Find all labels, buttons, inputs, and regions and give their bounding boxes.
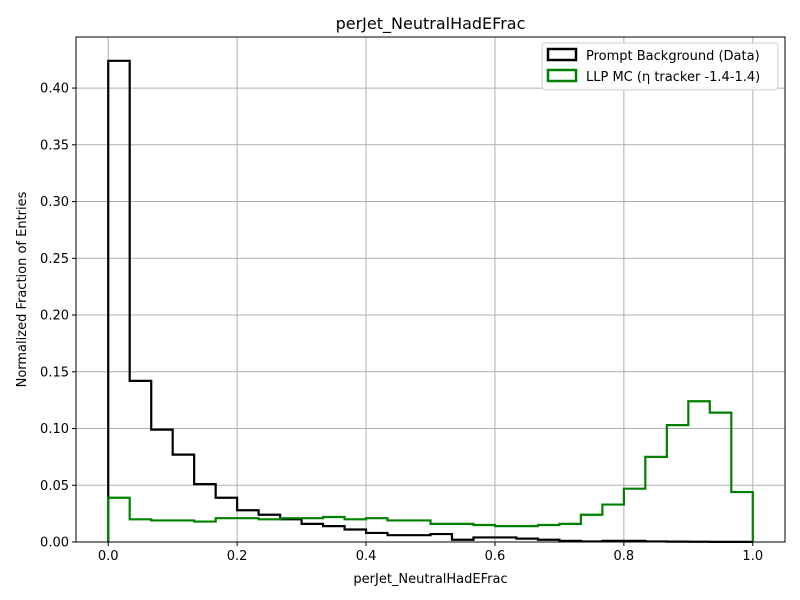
legend-label-prompt-background: Prompt Background (Data) — [586, 49, 760, 64]
y-axis-ticks: 0.00 0.05 0.10 0.15 0.20 0.25 0.30 0.35 0.40 — [40, 82, 76, 551]
histogram-bin — [409, 520, 430, 542]
y-tick-label: 0.35 — [40, 138, 69, 153]
histogram-bin — [538, 525, 559, 542]
histogram-bin — [516, 526, 538, 542]
legend: Prompt Background (Data) LLP MC (η track… — [541, 42, 779, 91]
histogram-bin — [151, 520, 172, 542]
histogram-bin — [667, 425, 688, 542]
histogram-bin — [194, 522, 216, 542]
legend-label-llp-mc: LLP MC (η tracker -1.4-1.4) — [586, 70, 760, 85]
series-llp-mc — [107, 400, 754, 542]
histogram-bin — [130, 519, 152, 542]
series-layer — [107, 59, 754, 543]
x-tick-label: 0.4 — [356, 549, 377, 564]
y-tick-label: 0.05 — [40, 479, 69, 494]
histogram-bin — [345, 519, 366, 542]
histogram-step-line — [107, 59, 754, 543]
histogram-bin — [731, 492, 752, 542]
plot-frame — [75, 36, 786, 543]
histogram-step-line — [107, 400, 754, 542]
y-axis-title: Normalized Fraction of Entries — [15, 191, 30, 387]
legend-box — [541, 42, 779, 91]
y-tick-label: 0.25 — [40, 252, 69, 267]
histogram-bin — [688, 401, 709, 542]
y-tick-label: 0.30 — [40, 195, 69, 210]
x-tick-label: 0.8 — [614, 549, 635, 564]
legend-swatch-prompt-background — [546, 47, 578, 62]
histogram-bin — [388, 520, 410, 542]
y-tick-label: 0.20 — [40, 309, 69, 324]
x-tick-label: 1.0 — [742, 549, 763, 564]
y-tick-label: 0.10 — [40, 422, 69, 437]
histogram-bin — [602, 505, 623, 542]
histogram-bin — [173, 520, 194, 542]
histogram-bin — [581, 515, 603, 542]
histogram-bin — [216, 518, 237, 542]
histogram-bin — [108, 61, 129, 542]
x-axis-ticks: 0.0 0.2 0.4 0.6 0.8 1.0 — [98, 542, 763, 564]
x-tick-label: 0.2 — [227, 549, 248, 564]
histogram-bin — [130, 381, 152, 542]
chart-title: perJet_NeutralHadEFrac — [336, 14, 526, 34]
histogram-bin — [473, 525, 494, 542]
histogram-bin — [710, 413, 732, 542]
legend-swatch-llp-mc — [546, 68, 578, 83]
histogram-bin — [559, 524, 580, 542]
x-tick-label: 0.6 — [485, 549, 506, 564]
histogram-bin — [108, 498, 129, 542]
y-tick-label: 0.15 — [40, 365, 69, 380]
histogram-bin — [237, 518, 258, 542]
histogram-bin — [302, 518, 323, 542]
grid-lines — [76, 37, 785, 543]
histogram-bin — [645, 457, 667, 542]
histogram-bin — [366, 518, 387, 542]
y-tick-label: 0.40 — [40, 82, 69, 97]
histogram-bin — [624, 489, 645, 542]
series-prompt-background — [107, 59, 754, 543]
x-tick-label: 0.0 — [98, 549, 119, 564]
histogram-bin — [323, 517, 345, 542]
histogram-bin — [259, 519, 281, 542]
histogram-bin — [452, 524, 474, 542]
y-tick-label: 0.00 — [40, 536, 69, 551]
histogram-bin — [495, 526, 516, 542]
histogram-bin — [280, 518, 301, 542]
x-axis-title: perJet_NeutralHadEFrac — [353, 572, 507, 587]
histogram-bin — [431, 524, 452, 542]
